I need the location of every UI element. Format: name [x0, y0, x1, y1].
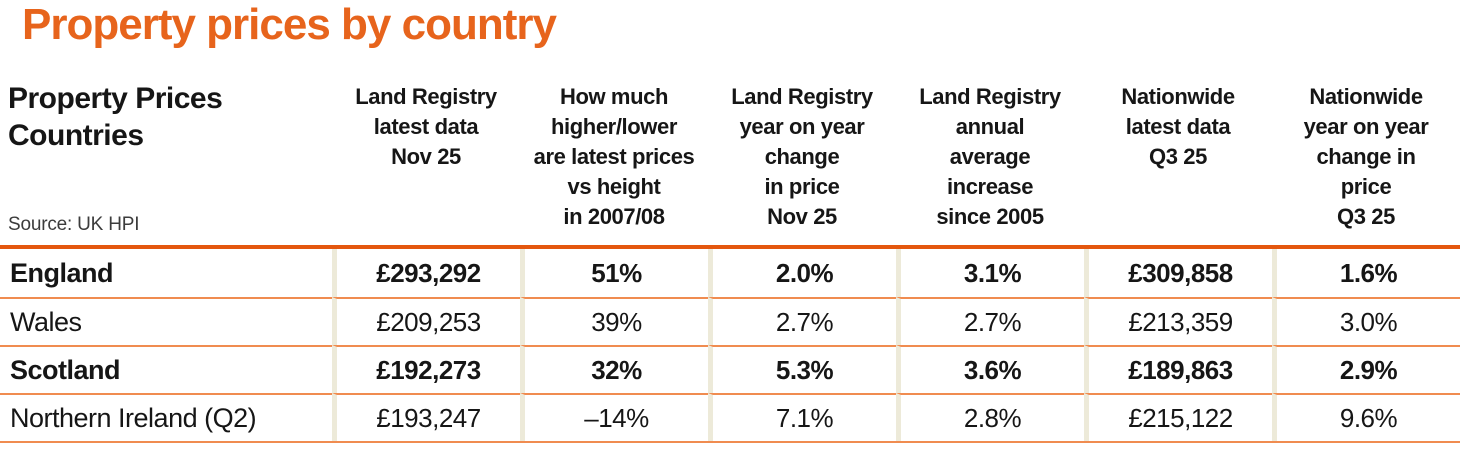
column-header-land-registry-latest: Land Registry latest data Nov 25: [355, 84, 497, 169]
table-cell: 3.6%: [896, 345, 1084, 393]
table-cell: 7.1%: [708, 393, 896, 441]
header-rule: [0, 245, 1460, 249]
table-corner-cell: Property Prices Countries Source: UK HPI: [0, 80, 332, 245]
source-note: Source: UK HPI: [8, 214, 140, 235]
table-cell: –14%: [520, 393, 708, 441]
column-header-annual-average: Land Registry annual average increase si…: [919, 84, 1061, 229]
column-header-nationwide-latest: Nationwide latest data Q3 25: [1121, 84, 1235, 169]
row-label: England: [10, 257, 114, 288]
row-label: Wales: [0, 297, 332, 345]
row-label: Scotland: [0, 345, 332, 393]
row-label: Northern Ireland (Q2): [0, 393, 332, 441]
table-cell: 2.0%: [708, 249, 896, 297]
table-cell: 39%: [520, 297, 708, 345]
table-body: England £293,292 51% 2.0% 3.1% £309,858 …: [0, 249, 1460, 443]
column-header-nationwide-yoy: Nationwide year on year change in price …: [1303, 84, 1429, 229]
table-cell: 9.6%: [1272, 393, 1460, 441]
table-corner-title: Property Prices Countries: [8, 82, 223, 152]
table-cell: 32%: [520, 345, 708, 393]
table-cell: 3.1%: [896, 249, 1084, 297]
table-header-row: Property Prices Countries Source: UK HPI…: [0, 80, 1460, 245]
table-cell: 2.7%: [896, 297, 1084, 345]
table-cell: £192,273: [332, 345, 520, 393]
table-cell: £213,359: [1084, 297, 1272, 345]
table-cell: 1.6%: [1272, 249, 1460, 297]
table-cell: £293,292: [332, 249, 520, 297]
column-header-vs-2007-08: How much higher/lower are latest prices …: [533, 84, 695, 229]
table-cell: £215,122: [1084, 393, 1272, 441]
table-cell: 5.3%: [708, 345, 896, 393]
table-cell: 51%: [520, 249, 708, 297]
table-cell: 2.9%: [1272, 345, 1460, 393]
table-cell: 2.8%: [896, 393, 1084, 441]
chart-title: Property prices by country: [22, 0, 557, 49]
column-header-land-registry-yoy: Land Registry year on year change in pri…: [731, 84, 873, 229]
table-cell: 3.0%: [1272, 297, 1460, 345]
table-cell: £209,253: [332, 297, 520, 345]
table-cell: £189,863: [1084, 345, 1272, 393]
table-cell: £309,858: [1084, 249, 1272, 297]
table-cell: 2.7%: [708, 297, 896, 345]
table-cell: £193,247: [332, 393, 520, 441]
